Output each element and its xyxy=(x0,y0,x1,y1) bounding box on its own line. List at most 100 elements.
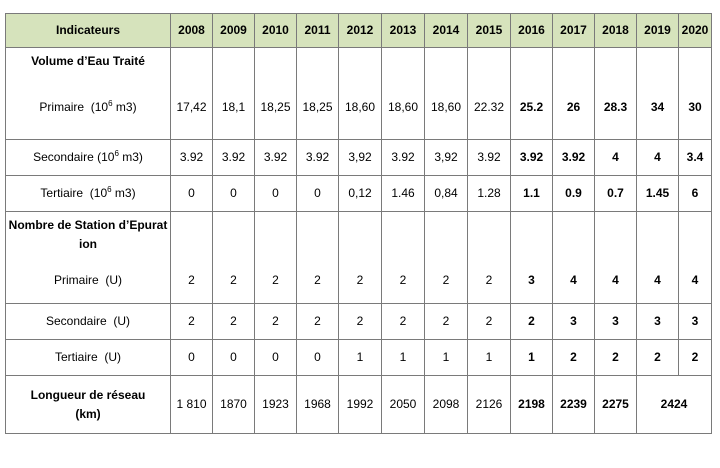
value-cell: 2198 xyxy=(510,375,553,434)
value-cell: 2126 xyxy=(467,375,511,434)
value-cell: 2 xyxy=(510,303,553,340)
value-cell: 3,92 xyxy=(338,139,382,176)
value-cell: 0 xyxy=(170,175,213,212)
value-cell: 2 xyxy=(424,257,468,304)
year-header: 2010 xyxy=(254,13,297,48)
value-cell: 0 xyxy=(254,339,297,376)
row-label: Tertiaire (U) xyxy=(5,339,171,376)
value-cell: 2 xyxy=(212,303,255,340)
value-cell: 4 xyxy=(594,257,637,304)
value-cell: 3,92 xyxy=(424,139,468,176)
row-longueur-reseau: Longueur de réseau (km) 1 810 1870 1923 196… xyxy=(5,375,712,434)
value-cell: 6 xyxy=(678,175,712,212)
value-cell: 2 xyxy=(296,303,339,340)
value-cell: 4 xyxy=(678,257,712,304)
value-cell: 18,25 xyxy=(254,75,297,140)
value-cell: 3.92 xyxy=(467,139,511,176)
value-cell: 0.9 xyxy=(552,175,595,212)
value-cell: 2 xyxy=(212,257,255,304)
row-label: Tertiaire (106 m3) xyxy=(5,175,171,212)
value-cell: 2 xyxy=(170,257,213,304)
year-header: 2018 xyxy=(594,13,637,48)
value-cell: 1 810 xyxy=(170,375,213,434)
value-cell: 1.45 xyxy=(636,175,679,212)
value-cell: 22.32 xyxy=(467,75,511,140)
value-cell: 34 xyxy=(636,75,679,140)
header-row: Indicateurs 2008 2009 2010 2011 2012 201… xyxy=(5,13,712,48)
section-row-volume: Volume d’Eau Traité xyxy=(5,47,712,76)
value-cell: 4 xyxy=(636,257,679,304)
data-table: Indicateurs 2008 2009 2010 2011 2012 201… xyxy=(5,13,712,434)
value-cell: 3 xyxy=(552,303,595,340)
value-cell: 3.92 xyxy=(510,139,553,176)
value-cell: 1968 xyxy=(296,375,339,434)
value-cell: 2050 xyxy=(381,375,425,434)
row-volume-primaire: Primaire (106 m3) 17,42 18,1 18,25 18,25 18,… xyxy=(5,75,712,140)
row-label: Primaire (106 m3) xyxy=(5,75,171,140)
section-title-stations: Nombre de Station d’Epuration xyxy=(5,211,171,258)
value-cell: 1 xyxy=(381,339,425,376)
value-cell: 0.7 xyxy=(594,175,637,212)
row-label: Secondaire (106 m3) xyxy=(5,139,171,176)
value-cell: 17,42 xyxy=(170,75,213,140)
value-cell: 2 xyxy=(424,303,468,340)
value-cell: 18,25 xyxy=(296,75,339,140)
year-header: 2020 xyxy=(678,13,712,48)
value-cell: 2 xyxy=(467,303,511,340)
value-cell: 0 xyxy=(212,339,255,376)
value-cell: 2275 xyxy=(594,375,637,434)
value-cell: 3 xyxy=(510,257,553,304)
value-cell: 2 xyxy=(296,257,339,304)
value-cell: 3.92 xyxy=(170,139,213,176)
value-cell: 1 xyxy=(424,339,468,376)
year-header: 2012 xyxy=(338,13,382,48)
value-cell: 3 xyxy=(678,303,712,340)
value-cell: 3.92 xyxy=(212,139,255,176)
value-cell: 4 xyxy=(636,139,679,176)
value-cell: 3.92 xyxy=(552,139,595,176)
value-cell: 0 xyxy=(170,339,213,376)
value-cell: 26 xyxy=(552,75,595,140)
value-cell: 1.1 xyxy=(510,175,553,212)
row-label: Secondaire (U) xyxy=(5,303,171,340)
year-header: 2013 xyxy=(381,13,425,48)
value-cell: 0 xyxy=(212,175,255,212)
value-cell: 30 xyxy=(678,75,712,140)
value-cell: 2 xyxy=(678,339,712,376)
value-cell: 28.3 xyxy=(594,75,637,140)
value-cell: 3.92 xyxy=(254,139,297,176)
value-cell: 18,1 xyxy=(212,75,255,140)
value-cell: 1870 xyxy=(212,375,255,434)
value-cell: 1 xyxy=(338,339,382,376)
value-cell: 0 xyxy=(296,339,339,376)
value-cell: 2 xyxy=(254,257,297,304)
section-title-volume: Volume d’Eau Traité xyxy=(5,47,171,76)
value-cell: 1 xyxy=(467,339,511,376)
year-header: 2011 xyxy=(296,13,339,48)
value-cell: 1.28 xyxy=(467,175,511,212)
value-cell: 18,60 xyxy=(381,75,425,140)
value-cell: 0 xyxy=(254,175,297,212)
indicator-header: Indicateurs xyxy=(5,13,171,48)
row-label: Primaire (U) xyxy=(5,257,171,304)
value-cell: 25.2 xyxy=(510,75,553,140)
value-cell: 0,84 xyxy=(424,175,468,212)
value-cell: 2 xyxy=(552,339,595,376)
section-row-stations: Nombre de Station d’Epuration xyxy=(5,211,712,258)
year-header: 2015 xyxy=(467,13,511,48)
value-cell: 2 xyxy=(636,339,679,376)
value-cell: 4 xyxy=(552,257,595,304)
row-label: Longueur de réseau (km) xyxy=(5,375,171,434)
year-header: 2008 xyxy=(170,13,213,48)
value-cell: 2098 xyxy=(424,375,468,434)
value-cell: 0,12 xyxy=(338,175,382,212)
value-cell: 2 xyxy=(381,257,425,304)
value-cell: 2 xyxy=(381,303,425,340)
year-header: 2019 xyxy=(636,13,679,48)
row-volume-secondaire: Secondaire (106 m3) 3.92 3.92 3.92 3.92 3,92… xyxy=(5,139,712,176)
row-volume-tertiaire: Tertiaire (106 m3) 0 0 0 0 0,12 1.46 0,84 1.28 1… xyxy=(5,175,712,212)
value-cell: 2 xyxy=(170,303,213,340)
